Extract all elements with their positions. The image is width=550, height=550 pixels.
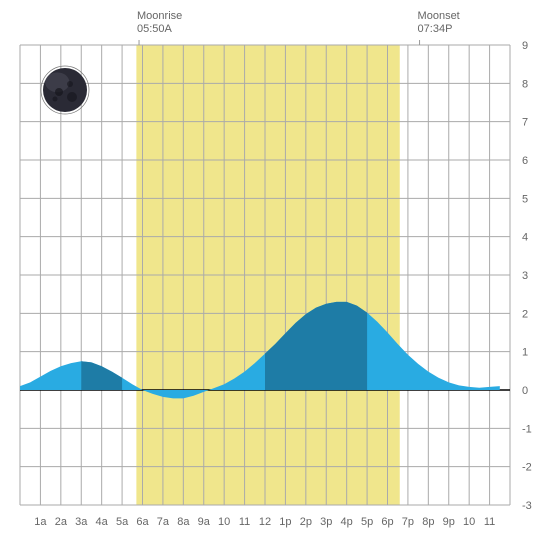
svg-text:7a: 7a (157, 516, 170, 528)
moonset-time: 07:34P (418, 23, 460, 36)
svg-text:10: 10 (463, 516, 475, 528)
svg-text:-3: -3 (522, 500, 532, 512)
svg-text:1p: 1p (279, 516, 291, 528)
tide-chart: -3-2-101234567891a2a3a4a5a6a7a8a9a101112… (0, 0, 550, 550)
svg-text:1: 1 (522, 347, 528, 359)
svg-text:1a: 1a (34, 516, 47, 528)
svg-text:4: 4 (522, 232, 528, 244)
svg-text:4a: 4a (96, 516, 109, 528)
svg-text:-2: -2 (522, 462, 532, 474)
svg-text:6: 6 (522, 155, 528, 167)
svg-text:7: 7 (522, 117, 528, 129)
moonrise-title: Moonrise (137, 10, 182, 23)
svg-text:10: 10 (218, 516, 230, 528)
svg-text:5a: 5a (116, 516, 129, 528)
svg-text:0: 0 (522, 385, 528, 397)
svg-text:11: 11 (484, 516, 495, 528)
svg-text:9p: 9p (443, 516, 455, 528)
svg-text:5p: 5p (361, 516, 373, 528)
svg-text:8a: 8a (177, 516, 190, 528)
svg-text:3p: 3p (320, 516, 332, 528)
svg-text:8: 8 (522, 78, 528, 90)
chart-svg: -3-2-101234567891a2a3a4a5a6a7a8a9a101112… (0, 0, 550, 550)
moonrise-time: 05:50A (137, 23, 182, 36)
svg-text:-1: -1 (522, 423, 532, 435)
svg-text:6p: 6p (381, 516, 393, 528)
svg-text:3a: 3a (75, 516, 88, 528)
svg-text:3: 3 (522, 270, 528, 282)
svg-text:2: 2 (522, 308, 528, 320)
moonset-label: Moonset 07:34P (418, 10, 460, 36)
svg-text:5: 5 (522, 193, 528, 205)
svg-text:6a: 6a (136, 516, 149, 528)
svg-text:12: 12 (259, 516, 271, 528)
svg-text:2a: 2a (55, 516, 68, 528)
svg-text:7p: 7p (402, 516, 414, 528)
svg-text:9a: 9a (198, 516, 211, 528)
moonrise-label: Moonrise 05:50A (137, 10, 182, 36)
svg-text:4p: 4p (341, 516, 353, 528)
moonset-title: Moonset (418, 10, 460, 23)
svg-text:11: 11 (239, 516, 250, 528)
svg-text:9: 9 (522, 40, 528, 52)
svg-text:2p: 2p (300, 516, 312, 528)
svg-text:8p: 8p (422, 516, 434, 528)
